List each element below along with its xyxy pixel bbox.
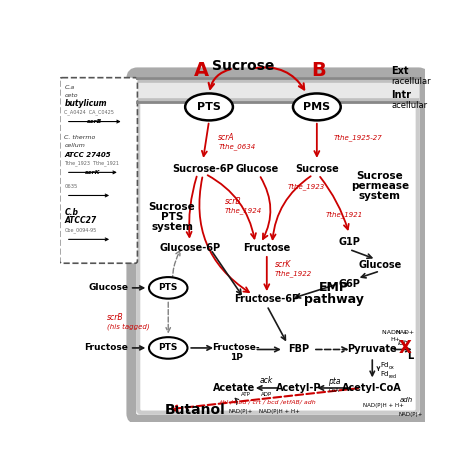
Text: NAD+: NAD+	[395, 330, 415, 335]
Text: PTS: PTS	[158, 344, 178, 353]
Text: system: system	[359, 191, 401, 201]
Text: Fd: Fd	[380, 371, 388, 377]
Text: L: L	[407, 351, 413, 361]
Text: Intr: Intr	[392, 91, 411, 100]
Text: Acetyl-P: Acetyl-P	[276, 383, 322, 393]
Text: Pyruvate: Pyruvate	[347, 345, 397, 355]
FancyBboxPatch shape	[64, 116, 127, 127]
FancyBboxPatch shape	[64, 167, 123, 178]
Text: system: system	[151, 222, 193, 232]
Text: 1P: 1P	[229, 353, 242, 362]
Text: FBP: FBP	[289, 345, 310, 355]
Text: Cbe_0094-95: Cbe_0094-95	[64, 228, 97, 233]
Text: Fructose: Fructose	[84, 344, 128, 353]
Text: (his tagged): (his tagged)	[107, 323, 149, 330]
Text: C.a: C.a	[64, 85, 74, 90]
Text: Sucrose: Sucrose	[356, 171, 403, 181]
Text: scrK: scrK	[85, 170, 100, 175]
Text: ATCC 27405: ATCC 27405	[64, 152, 111, 158]
Text: Tthe_1925-27: Tthe_1925-27	[334, 134, 383, 141]
FancyBboxPatch shape	[60, 78, 137, 263]
Text: racellular: racellular	[392, 77, 431, 86]
Text: C.b: C.b	[64, 208, 78, 217]
Text: Glucose: Glucose	[358, 260, 401, 270]
Text: scrB: scrB	[225, 197, 241, 206]
Text: Fructose-: Fructose-	[212, 344, 260, 353]
FancyBboxPatch shape	[131, 72, 425, 419]
Text: Sucrose: Sucrose	[149, 202, 195, 212]
Text: G1P: G1P	[338, 237, 360, 246]
Text: C. thermo: C. thermo	[64, 135, 96, 140]
Text: ceto: ceto	[64, 93, 78, 98]
Text: NAD(P)+: NAD(P)+	[399, 412, 423, 418]
Text: Acetyl-CoA: Acetyl-CoA	[342, 383, 402, 393]
Text: Fructose: Fructose	[243, 243, 291, 253]
Text: Sucrose: Sucrose	[212, 59, 274, 73]
Text: Tthe_1924: Tthe_1924	[225, 208, 262, 214]
Ellipse shape	[149, 337, 188, 359]
Text: Butanol: Butanol	[165, 402, 226, 417]
Text: Fructose-6P: Fructose-6P	[234, 294, 300, 304]
Text: NADH +: NADH +	[383, 330, 408, 335]
Text: PMS: PMS	[303, 102, 330, 112]
Text: A: A	[194, 61, 209, 80]
Text: Glucose: Glucose	[88, 283, 128, 292]
Text: Glucose: Glucose	[235, 164, 278, 173]
Text: NAD(P)H + H+: NAD(P)H + H+	[364, 403, 404, 408]
Text: B: B	[311, 61, 326, 80]
Text: Ext: Ext	[392, 66, 409, 76]
Text: Sucrose-6P: Sucrose-6P	[172, 164, 234, 173]
FancyBboxPatch shape	[64, 234, 115, 244]
Text: CoA: CoA	[328, 388, 339, 393]
Text: Acetate: Acetate	[212, 383, 255, 393]
Text: Sucrose: Sucrose	[295, 164, 339, 173]
Text: X: X	[399, 339, 412, 357]
Text: scrB: scrB	[87, 119, 102, 124]
Text: NAD(P)+: NAD(P)+	[228, 409, 253, 414]
Text: Fd: Fd	[380, 362, 388, 368]
Text: permease: permease	[351, 181, 409, 191]
Text: adh: adh	[399, 397, 412, 402]
Text: Pi: Pi	[185, 409, 190, 414]
Text: red: red	[389, 374, 397, 379]
Text: ATP: ATP	[241, 392, 251, 397]
Text: pathway: pathway	[304, 293, 364, 306]
Ellipse shape	[149, 277, 188, 299]
Text: ox: ox	[389, 365, 394, 370]
Text: ATCC27: ATCC27	[64, 217, 96, 226]
FancyBboxPatch shape	[138, 79, 418, 413]
Text: EMP: EMP	[319, 282, 349, 294]
Text: pta: pta	[328, 377, 340, 386]
Text: NAD(P)H + H+: NAD(P)H + H+	[259, 409, 301, 414]
Text: Tthe_1923  Tthe_1921: Tthe_1923 Tthe_1921	[64, 160, 119, 166]
Text: 0635: 0635	[64, 184, 78, 189]
Text: Tthe_1923: Tthe_1923	[288, 183, 325, 190]
Text: Glucose-6P: Glucose-6P	[159, 243, 220, 253]
Text: PTS: PTS	[161, 212, 183, 222]
Text: PTS: PTS	[158, 283, 178, 292]
Ellipse shape	[293, 93, 341, 120]
Text: cellum: cellum	[64, 143, 85, 148]
Text: scrK: scrK	[274, 260, 291, 269]
Text: scrA: scrA	[219, 133, 235, 142]
Text: G6P: G6P	[338, 279, 360, 289]
Text: acellular: acellular	[392, 101, 428, 110]
Text: ack: ack	[260, 376, 273, 385]
Text: Tthe_1922: Tthe_1922	[274, 271, 312, 277]
Text: scrB: scrB	[107, 313, 123, 322]
Text: Tthe_0634: Tthe_0634	[219, 143, 255, 150]
Text: Tthe_1921: Tthe_1921	[326, 211, 364, 218]
Text: PTS: PTS	[197, 102, 221, 112]
Text: thl / hbd / crt / bcd /etfAB/ adh: thl / hbd / crt / bcd /etfAB/ adh	[220, 399, 316, 404]
Ellipse shape	[185, 93, 233, 120]
Text: H+: H+	[391, 337, 401, 342]
Text: ADP: ADP	[261, 392, 273, 397]
Text: butylicum: butylicum	[64, 99, 107, 108]
Text: ldh: ldh	[398, 340, 409, 346]
FancyBboxPatch shape	[64, 190, 115, 200]
Text: C_A0424  CA_C0425: C_A0424 CA_C0425	[64, 109, 114, 115]
